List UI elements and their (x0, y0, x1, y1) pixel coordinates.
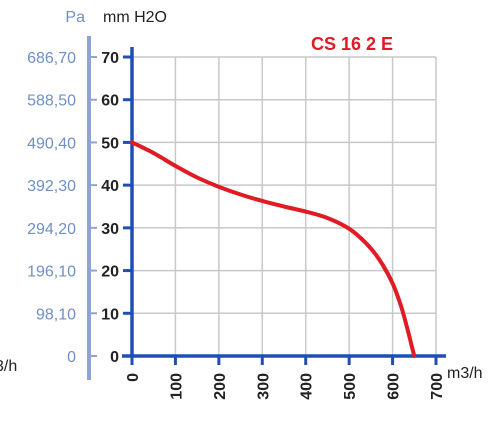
pa-tick-label: 392,30 (27, 178, 76, 195)
pa-tick-label: 490,40 (27, 135, 76, 152)
y-tick-label: 50 (101, 135, 119, 152)
y-tick-label: 30 (101, 221, 119, 238)
x-tick-label: 100 (168, 373, 185, 400)
curve-layer (130, 140, 417, 358)
y-tick-label: 20 (101, 264, 119, 281)
pa-tick-label: 294,20 (27, 221, 76, 238)
y-tick-label: 60 (101, 93, 119, 110)
pa-axis: 0 98,10 196,10 294,20 392,30 490,40 588,50 686,… (27, 36, 97, 380)
y-tick-label: 40 (101, 178, 119, 195)
x-tick-label: 700 (429, 373, 446, 400)
pa-tick-label: 196,10 (27, 264, 76, 281)
y-tick-label: 70 (101, 50, 119, 67)
x-tick-label: 500 (342, 373, 359, 400)
x-unit-left-fragment: 3/h (0, 358, 17, 375)
performance-curve (130, 140, 417, 358)
x-tick-label: 400 (299, 373, 316, 400)
y-tick-label: 10 (101, 306, 119, 323)
chart-title: CS 16 2 E (311, 34, 393, 54)
pa-tick-label: 0 (67, 349, 76, 366)
y-unit-label: mm H2O (103, 9, 167, 26)
pa-tick-label: 686,70 (27, 50, 76, 67)
x-tick-label: 200 (212, 373, 229, 400)
x-unit-label: m3/h (447, 365, 483, 382)
y-tick-label: 0 (110, 349, 119, 366)
x-tick-label: 600 (386, 373, 403, 400)
grid (132, 56, 437, 356)
pa-tick-label: 98,10 (36, 306, 76, 323)
pa-tick-label: 588,50 (27, 93, 76, 110)
pa-unit-label: Pa (65, 9, 85, 26)
x-tick-label: 0 (125, 373, 142, 382)
x-tick-label: 300 (255, 373, 272, 400)
